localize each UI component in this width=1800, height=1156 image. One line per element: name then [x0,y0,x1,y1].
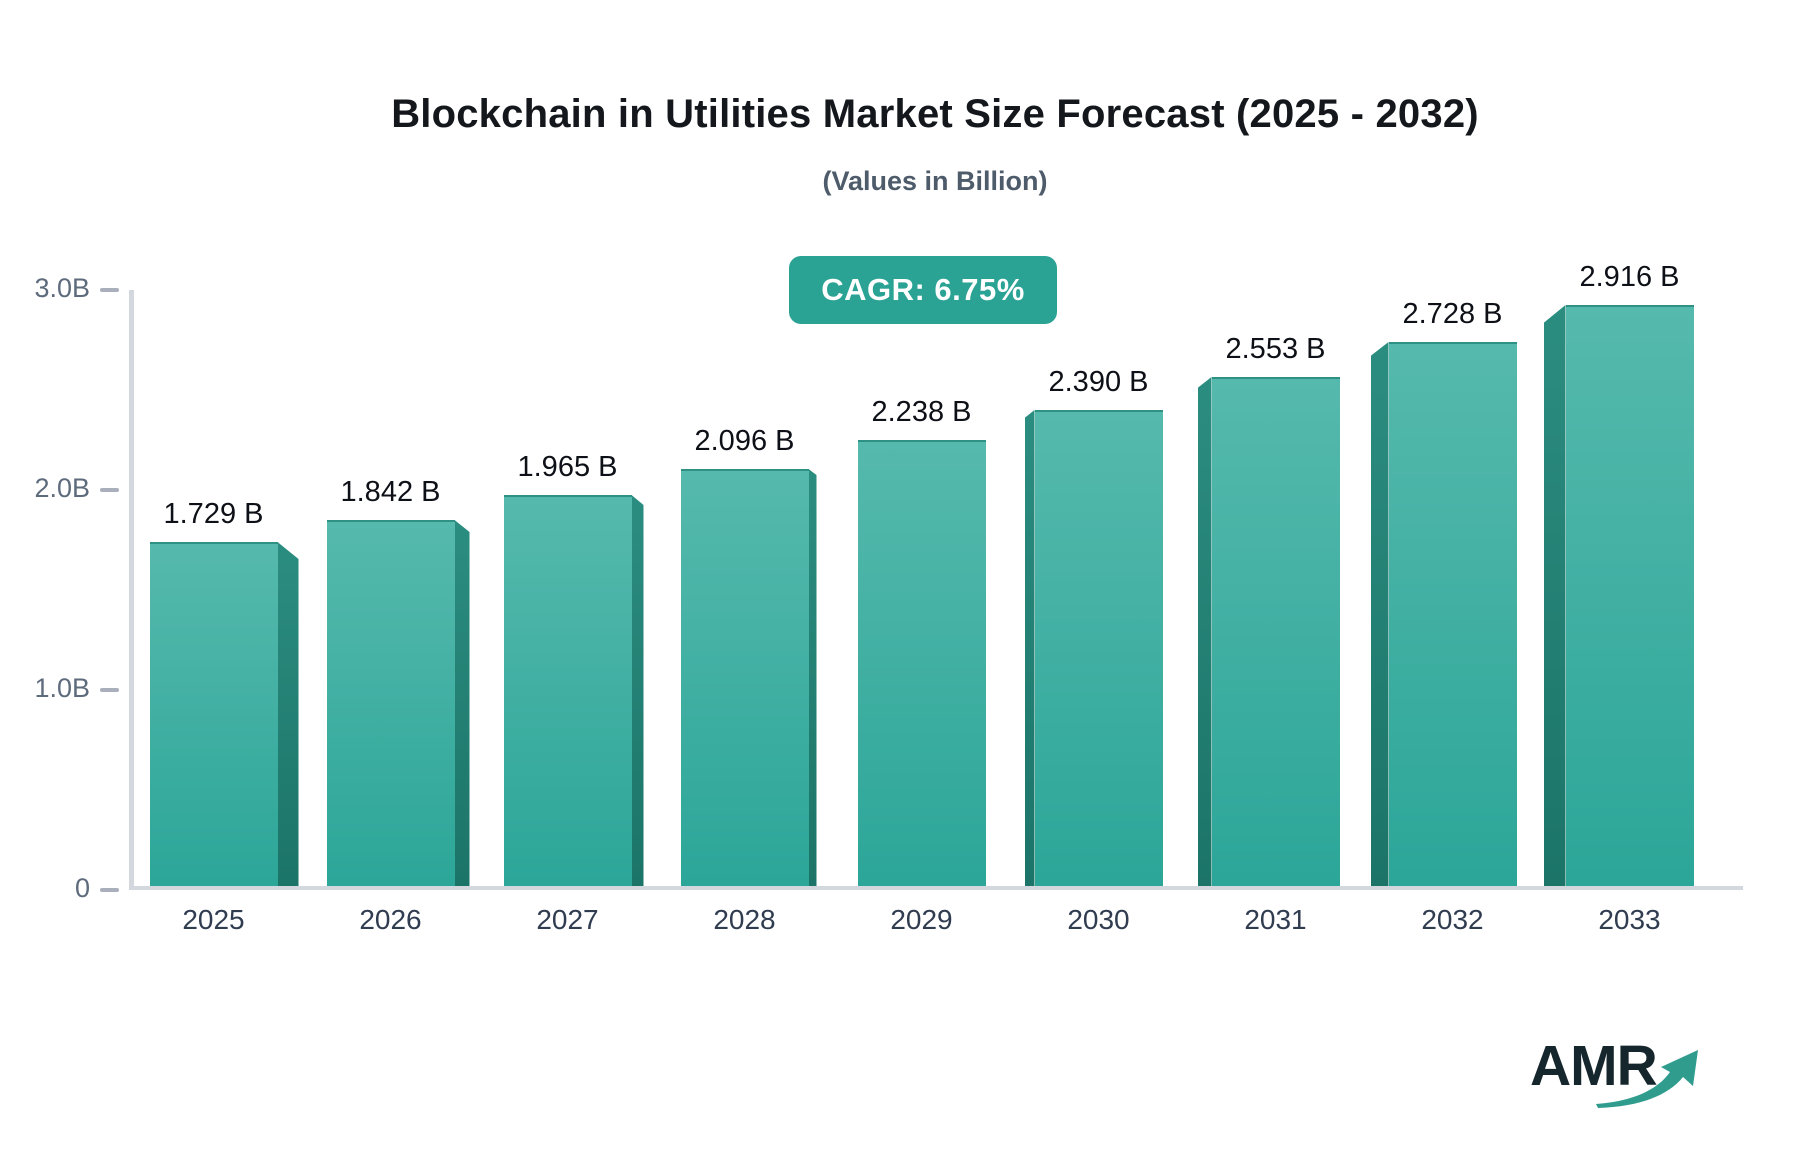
y-tick-label: 0 [74,873,90,903]
y-tick-label: 3.0B [34,273,90,303]
bar-value-label: 2.238 B [871,396,972,428]
bar-2032 [1388,342,1517,888]
amr-logo-text: AMR [1530,1034,1658,1098]
bar-value-label: 2.096 B [694,425,795,457]
bar-side-face [1370,342,1389,888]
bar-2026 [326,520,455,888]
y-tick-dash [100,888,119,892]
bar-value-label: 1.729 B [163,498,264,530]
bar-side-face [1024,410,1035,888]
bar-2030 [1034,410,1163,888]
bar-2025 [149,542,278,888]
bar-side-face [808,469,817,888]
bar-value-label: 1.842 B [340,476,441,508]
amr-logo: AMR [1530,1038,1770,1133]
x-axis-label-2031: 2031 [1244,904,1307,935]
y-tick-dash [100,488,119,492]
bar-side-face [277,542,299,888]
chart-subtitle: (Values in Billion) [822,166,1048,196]
bar-side-face [1543,305,1566,888]
y-tick-dash [100,688,119,692]
x-axis-label-2030: 2030 [1067,904,1130,935]
x-axis-label-2028: 2028 [713,904,776,935]
x-axis-label-2029: 2029 [890,904,953,935]
bar-2028 [680,469,809,888]
x-axis-line [129,886,1743,890]
bar-2029 [857,440,986,888]
x-axis-label-2033: 2033 [1598,904,1661,935]
bar-value-label: 2.916 B [1579,261,1680,293]
bar-value-label: 2.553 B [1225,333,1326,365]
bar-2027 [503,495,632,888]
bar-2031 [1211,377,1340,888]
y-tick-label: 1.0B [34,673,90,703]
x-axis-label-2032: 2032 [1421,904,1484,935]
y-tick-dash [100,288,119,292]
growth-arrow-icon [1596,1050,1698,1108]
x-axis-label-2026: 2026 [359,904,422,935]
bar-side-face [631,495,644,888]
chart-title: Blockchain in Utilities Market Size Fore… [391,92,1479,136]
y-tick-label: 2.0B [34,473,90,503]
cagr-badge: CAGR: 6.75% [789,256,1057,324]
bar-value-label: 2.390 B [1048,366,1149,398]
bar-2033 [1565,305,1694,888]
bar-value-label: 1.965 B [517,451,618,483]
y-axis-line [129,290,134,890]
bar-side-face [454,520,470,888]
bar-value-label: 2.728 B [1402,298,1503,330]
x-axis-label-2025: 2025 [182,904,245,935]
bar-side-face [1197,377,1212,888]
x-axis-label-2027: 2027 [536,904,599,935]
